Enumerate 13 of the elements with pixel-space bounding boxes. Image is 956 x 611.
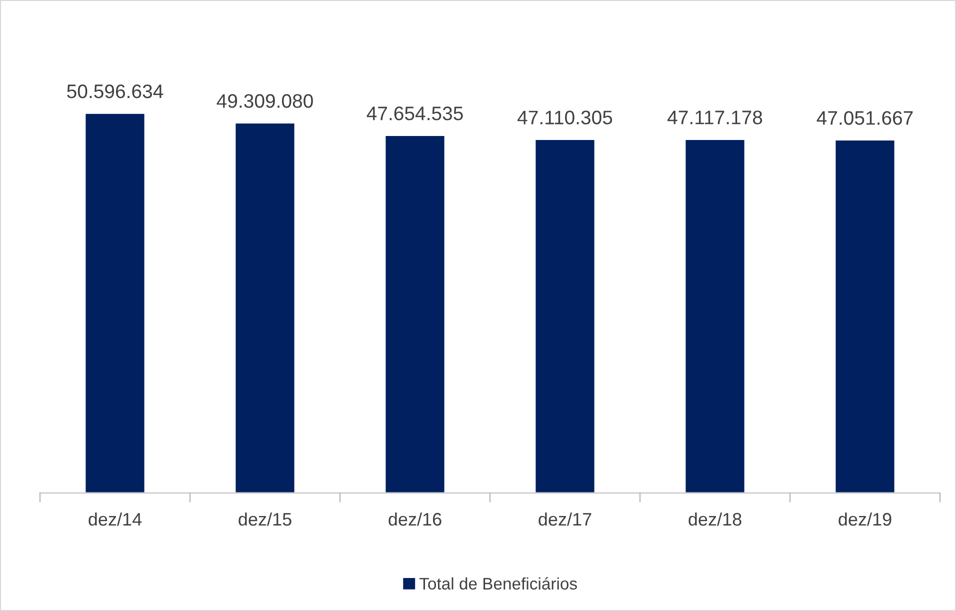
data-label: 47.117.178 xyxy=(668,110,762,124)
data-label: 50.596.634 xyxy=(67,84,164,98)
x-tick-label: dez/19 xyxy=(838,512,892,526)
x-tick-label: dez/14 xyxy=(88,512,142,526)
data-label: 47.654.535 xyxy=(366,106,463,120)
x-tick-label: dez/15 xyxy=(238,512,292,526)
legend-label: Total de Beneficiários xyxy=(420,577,577,590)
x-tick-label: dez/18 xyxy=(688,512,742,526)
data-label: 47.051.667 xyxy=(816,111,913,125)
x-tick-label: dez/16 xyxy=(388,512,442,526)
data-label: 47.110.305 xyxy=(518,110,612,124)
x-tick-label: dez/17 xyxy=(538,512,592,526)
data-label: 49.309.080 xyxy=(216,94,313,108)
